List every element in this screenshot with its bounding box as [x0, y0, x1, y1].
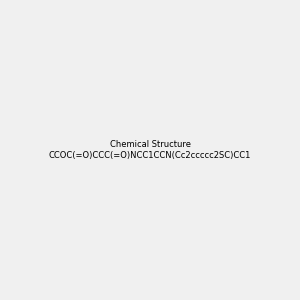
Text: Chemical Structure
CCOC(=O)CCC(=O)NCC1CCN(Cc2ccccc2SC)CC1: Chemical Structure CCOC(=O)CCC(=O)NCC1CC… — [49, 140, 251, 160]
